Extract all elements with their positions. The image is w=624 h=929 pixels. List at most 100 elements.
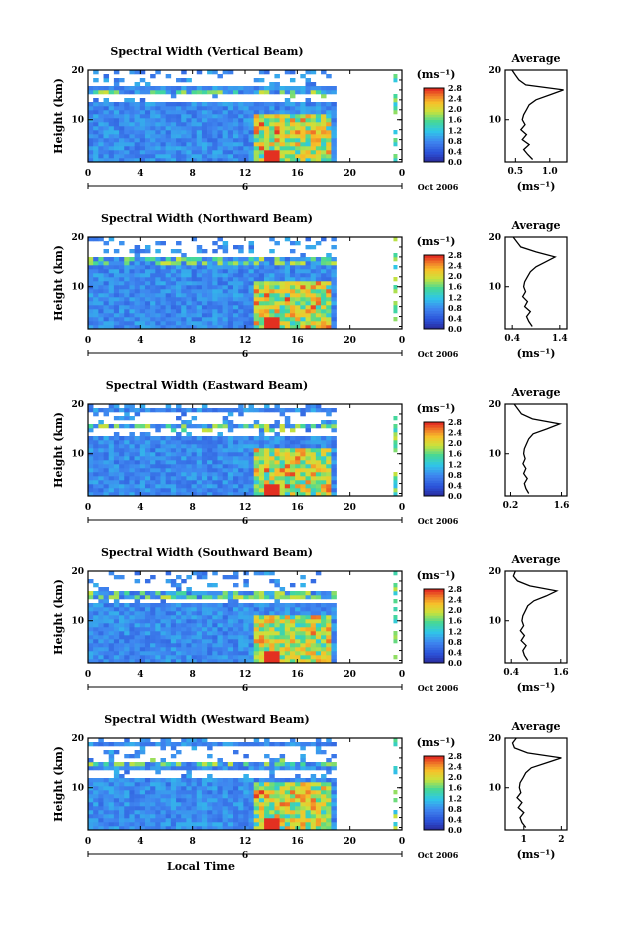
heat-cell xyxy=(279,607,286,612)
heat-cell xyxy=(264,257,270,262)
heat-cell xyxy=(103,305,110,310)
heat-cell xyxy=(326,806,332,811)
heat-cell xyxy=(269,158,275,163)
heat-cell xyxy=(88,269,94,274)
heat-cell xyxy=(186,321,192,326)
heat-cell xyxy=(305,619,311,624)
heat-cell xyxy=(201,313,208,318)
heat-cell xyxy=(134,82,141,87)
heat-cell xyxy=(207,766,213,771)
heat-cell xyxy=(176,810,182,815)
heat-cell xyxy=(201,631,208,636)
heat-cell xyxy=(144,82,151,87)
heat-cell xyxy=(233,639,239,644)
heat-cell xyxy=(279,651,286,656)
heat-cell xyxy=(248,659,255,664)
heat-cell xyxy=(284,484,291,489)
heat-cell xyxy=(150,309,156,314)
heat-cell xyxy=(150,448,156,453)
heat-cell xyxy=(150,591,156,596)
heat-cell xyxy=(134,655,141,660)
heat-cell xyxy=(269,142,275,147)
heat-cell xyxy=(274,810,280,815)
heat-cell xyxy=(113,651,120,656)
heat-cell xyxy=(222,639,229,644)
heat-cell xyxy=(144,261,151,266)
heat-cell xyxy=(165,301,172,306)
heat-cell xyxy=(295,138,301,143)
colorbar-segment xyxy=(424,284,444,288)
heat-cell xyxy=(305,631,311,636)
side-strip-cell xyxy=(393,94,398,99)
heat-cell xyxy=(289,281,296,286)
heat-cell xyxy=(165,778,172,783)
heat-cell xyxy=(269,273,275,278)
heat-cell xyxy=(134,90,141,95)
heat-cell xyxy=(155,778,161,783)
heat-cell xyxy=(253,762,260,767)
heat-cell xyxy=(98,615,104,620)
heat-cell xyxy=(124,591,130,596)
side-strip-cell xyxy=(393,476,398,481)
heat-cell xyxy=(238,790,244,795)
heat-cell xyxy=(310,261,317,266)
heat-cell xyxy=(196,158,203,163)
heat-cell xyxy=(243,134,249,139)
heat-cell xyxy=(315,810,322,815)
heat-cell xyxy=(207,627,213,632)
heat-cell xyxy=(284,627,291,632)
heat-cell xyxy=(207,619,213,624)
heat-cell xyxy=(315,158,322,163)
heat-cell xyxy=(300,480,306,485)
heat-cell xyxy=(253,782,260,787)
heat-cell xyxy=(134,249,141,254)
heat-cell xyxy=(181,651,187,656)
heat-cell xyxy=(274,90,280,95)
heat-cell xyxy=(243,591,249,596)
heat-cell xyxy=(103,802,110,807)
heat-cell xyxy=(98,810,104,815)
heat-cell xyxy=(186,762,192,767)
heat-cell xyxy=(279,818,286,823)
colorbar-segment xyxy=(424,655,444,659)
heat-cell xyxy=(248,742,255,747)
heat-cell xyxy=(264,452,270,457)
heat-cell xyxy=(258,122,265,127)
heat-cell xyxy=(274,424,280,429)
heat-cell xyxy=(253,778,260,783)
heat-cell xyxy=(160,484,166,489)
heat-cell xyxy=(264,158,270,163)
heat-cell xyxy=(144,810,151,815)
heat-cell xyxy=(258,778,265,783)
heat-cell xyxy=(212,130,218,135)
heat-cell xyxy=(253,281,260,286)
heat-cell xyxy=(284,102,291,107)
heat-cell xyxy=(134,142,141,147)
heat-cell xyxy=(139,802,146,807)
heat-cell xyxy=(227,818,234,823)
heat-cell xyxy=(150,492,156,497)
heat-cell xyxy=(196,786,203,791)
heat-cell xyxy=(321,452,327,457)
heat-cell xyxy=(274,742,280,747)
heat-cell xyxy=(269,603,275,608)
heat-cell xyxy=(295,810,301,815)
heat-cell xyxy=(160,591,166,596)
heat-cell xyxy=(310,814,317,819)
colorbar-segment xyxy=(424,596,444,600)
side-strip-cell xyxy=(393,265,398,270)
heat-cell xyxy=(258,102,265,107)
heat-cell xyxy=(134,110,141,115)
colorbar-segment xyxy=(424,310,444,314)
heat-cell xyxy=(233,122,239,127)
heat-cell xyxy=(284,607,291,612)
heat-cell xyxy=(279,591,286,596)
heat-cell xyxy=(98,599,104,604)
heat-cell xyxy=(222,420,229,425)
heat-cell xyxy=(139,158,146,163)
heat-cell xyxy=(93,655,99,660)
heat-cell xyxy=(144,146,151,151)
heat-cell xyxy=(155,782,161,787)
heat-cell xyxy=(243,257,249,262)
heat-cell xyxy=(310,607,317,612)
